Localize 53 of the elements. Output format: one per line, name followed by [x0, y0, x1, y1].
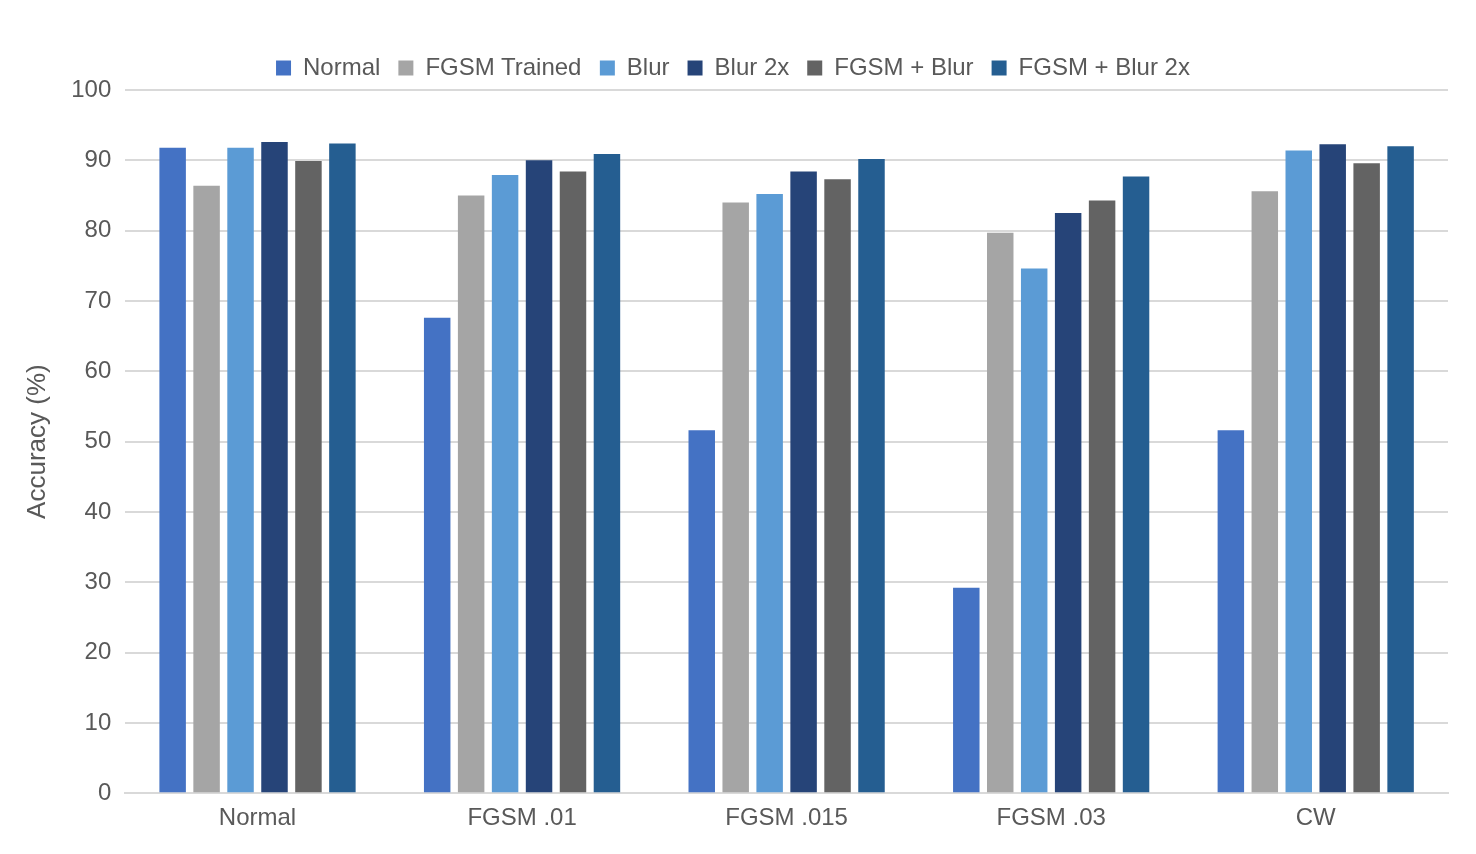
bar: [261, 142, 288, 793]
bar: [756, 194, 783, 793]
bar: [1217, 430, 1245, 793]
x-tick-label: FGSM .015: [725, 803, 848, 831]
bar: [193, 185, 220, 793]
y-tick-label: 10: [84, 707, 112, 735]
bar: [295, 161, 322, 793]
bar: [227, 147, 254, 793]
y-tick-label: 30: [84, 566, 112, 594]
y-tick-label: 90: [84, 144, 112, 172]
bar: [1251, 191, 1279, 793]
bar: [987, 232, 1014, 793]
bar: [1122, 176, 1150, 793]
bar: [559, 171, 587, 793]
bar: [159, 147, 186, 793]
x-tick-label: FGSM .03: [996, 803, 1106, 831]
y-tick-label: 0: [97, 777, 112, 805]
legend-label: FGSM + Blur: [834, 52, 974, 80]
bar: [824, 179, 851, 793]
bar: [688, 430, 715, 793]
y-axis-title: Accuracy (%): [20, 364, 51, 519]
bar: [858, 158, 885, 793]
bar: [1319, 144, 1346, 793]
y-tick-label: 40: [84, 496, 112, 524]
legend-label: Blur 2x: [714, 52, 790, 80]
legend-label: FGSM Trained: [425, 52, 582, 80]
x-tick-label: CW: [1295, 803, 1337, 831]
bar: [329, 143, 356, 793]
y-tick-label: 100: [71, 74, 112, 102]
bar: [525, 160, 553, 793]
bar: [1387, 146, 1414, 793]
bar: [1088, 200, 1116, 793]
bar: [457, 195, 485, 793]
legend-label: FGSM + Blur 2x: [1018, 52, 1190, 80]
y-tick-label: 80: [84, 215, 112, 243]
y-tick-label: 60: [84, 355, 112, 383]
x-tick-label: Normal: [218, 803, 297, 831]
bar: [491, 175, 519, 793]
y-tick-label: 20: [84, 637, 112, 665]
bar: [1054, 213, 1082, 793]
legend-label: Normal: [303, 52, 381, 80]
legend-label: Blur: [626, 52, 670, 80]
bar: [1353, 163, 1380, 793]
x-tick-label: FGSM .01: [467, 803, 577, 831]
y-tick-label: 50: [84, 426, 112, 454]
bar: [593, 153, 621, 793]
bar: [722, 202, 749, 793]
bar: [953, 587, 980, 793]
bar: [1020, 268, 1048, 793]
bar: [1285, 150, 1312, 793]
bar: [423, 317, 451, 793]
bar: [790, 171, 817, 793]
y-tick-label: 70: [84, 285, 112, 313]
